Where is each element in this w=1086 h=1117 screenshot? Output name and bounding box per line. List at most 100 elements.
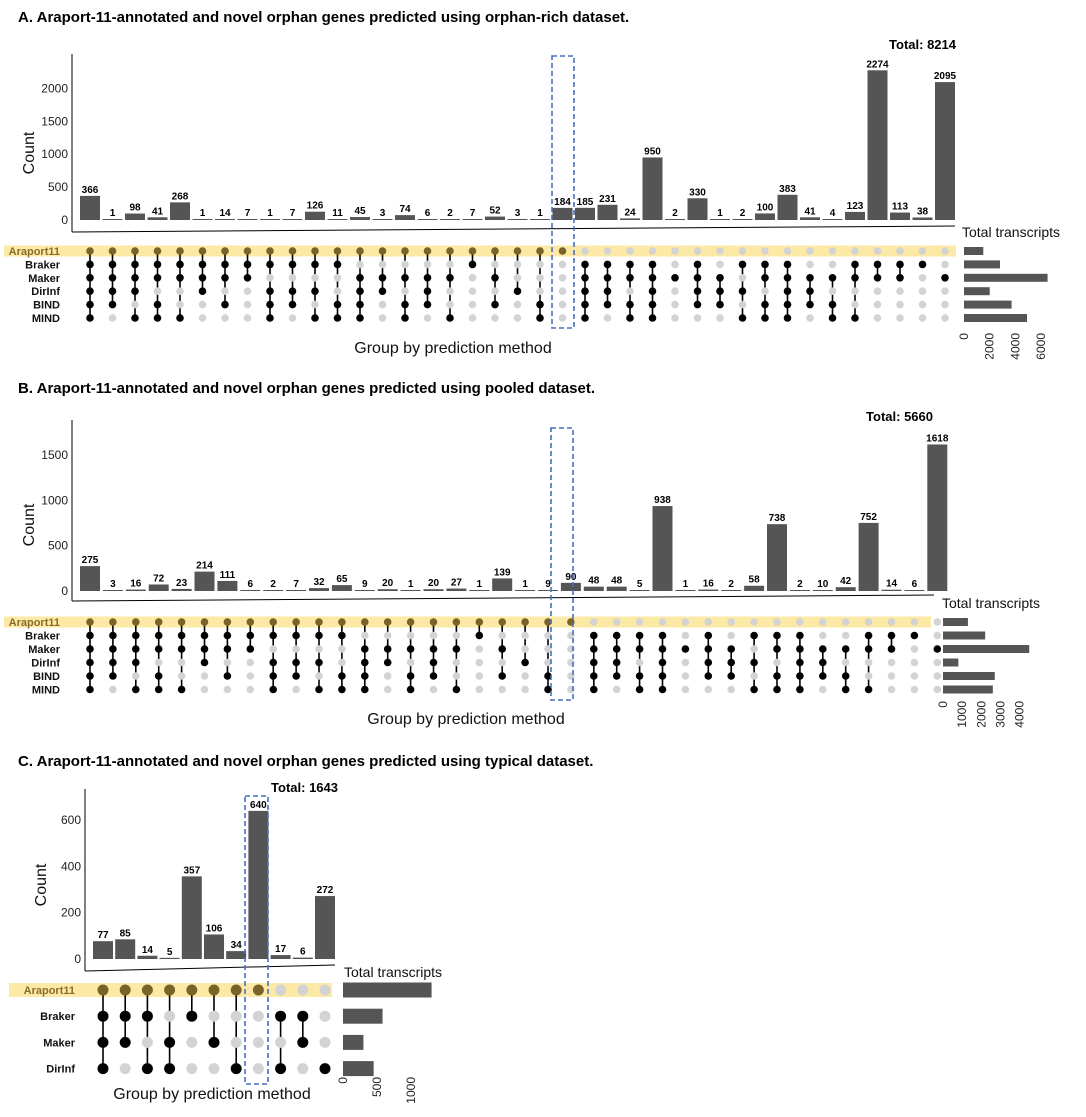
- panel-a-matrix-dot: [828, 314, 837, 322]
- panel-b-matrix-dot: [475, 618, 484, 626]
- panel-b-matrix-dot: [498, 658, 507, 667]
- panel-c-xlabel: Group by prediction method: [113, 1086, 310, 1103]
- panel-b-bar: [606, 586, 627, 591]
- panel-b-bar: [286, 590, 307, 591]
- panel-b-matrix-dot: [773, 618, 781, 626]
- panel-c-matrix-dot: [164, 1036, 176, 1048]
- panel-b-matrix-dot: [223, 672, 232, 680]
- panel-b-matrix-dot: [887, 672, 896, 680]
- panel-a-bar: [350, 217, 370, 220]
- panel-b-matrix-dot: [132, 631, 140, 640]
- panel-a-bar-label: 41: [152, 206, 164, 217]
- panel-b-matrix-dot: [727, 658, 735, 667]
- panel-b-bar: [629, 590, 650, 591]
- panel-b-matrix-dot: [521, 645, 529, 653]
- panel-b-matrix-dot: [612, 685, 621, 694]
- panel-b-matrix-dot: [750, 658, 758, 667]
- panel-b-bar-label: 6: [248, 579, 254, 590]
- panel-c-matrix-dot: [275, 984, 287, 996]
- panel-b-total-transcripts-bar: [943, 672, 995, 680]
- panel-b-bar-label: 3: [110, 579, 116, 590]
- panel-a-bar: [192, 219, 213, 220]
- panel-a-matrix-dot: [221, 247, 229, 255]
- panel-b-matrix-dot: [910, 685, 919, 694]
- panel-b-bar-label: 16: [703, 579, 715, 590]
- panel-b-matrix-dot: [177, 685, 186, 694]
- panel-b-matrix-dot: [727, 672, 735, 680]
- panel-b-matrix-dot: [86, 672, 94, 680]
- panel-a-matrix-dot: [423, 314, 432, 322]
- panel-b-bar: [171, 588, 192, 591]
- panel-b-bar: [675, 590, 696, 591]
- panel-b-matrix-dot: [292, 631, 300, 640]
- panel-a-matrix-dot: [918, 287, 927, 296]
- panel-a-bar-label: 1: [267, 208, 273, 219]
- panel-b-matrix-dot: [841, 672, 850, 680]
- panel-a-matrix-dot: [266, 314, 274, 322]
- panel-b-bar: [125, 589, 146, 591]
- panel-a-bar-label: 4: [830, 208, 836, 219]
- panel-b-matrix-dot: [704, 658, 713, 667]
- panel-a-total-transcripts-bar: [964, 273, 1048, 282]
- panel-a-matrix-dot: [581, 314, 589, 322]
- panel-b-bar-label: 1: [683, 579, 689, 590]
- panel-a-xlabel: Group by prediction method: [354, 340, 551, 357]
- panel-b-matrix-dot: [841, 685, 850, 694]
- panel-b-bar-label: 938: [654, 495, 671, 506]
- panel-b-total-transcripts-bar: [943, 631, 986, 640]
- panel-a-bar-label: 1: [717, 208, 723, 219]
- panel-b-matrix-dot: [521, 685, 529, 694]
- panel-a-bar: [147, 217, 168, 220]
- panel-b-bar-label: 23: [176, 578, 188, 589]
- panel-a-matrix-dot: [131, 274, 139, 282]
- panel-b-matrix-dot: [521, 658, 529, 667]
- panel-a-bar: [282, 219, 303, 220]
- panel-a-matrix-dot: [761, 314, 769, 322]
- panel-a-matrix-dot: [333, 300, 342, 309]
- panel-b-matrix-dot: [521, 672, 529, 680]
- panel-c-bar: [204, 934, 224, 959]
- panel-a-matrix-dot: [581, 247, 589, 255]
- panel-a-total-transcripts-bar: [964, 247, 984, 255]
- panel-b-bar: [354, 590, 375, 591]
- panel-a-bar: [890, 212, 910, 220]
- panel-c-matrix-dot: [97, 1063, 109, 1075]
- panel-a-matrix-dot: [873, 247, 882, 255]
- panel-a-bar-label: 11: [332, 208, 343, 219]
- panel-b-bar: [80, 566, 100, 591]
- panel-b-matrix-dot: [750, 618, 758, 626]
- panel-b-matrix-dot: [246, 645, 255, 653]
- panel-a-matrix-dot: [333, 287, 342, 296]
- panel-a-matrix-dot: [581, 300, 589, 309]
- panel-b-bar-label: 6: [912, 579, 918, 590]
- panel-b-matrix-dot: [933, 645, 942, 653]
- panel-c-total-transcripts-bar: [343, 1061, 374, 1077]
- panel-a-bar: [125, 213, 145, 220]
- panel-a-matrix-dot: [446, 274, 454, 282]
- panel-b-matrix-dot: [819, 685, 827, 694]
- panel-a-bar-label: 2274: [866, 59, 889, 70]
- panel-a-bar-label: 98: [129, 203, 141, 214]
- panel-b-matrix-dot: [773, 658, 781, 667]
- panel-a-matrix-dot: [401, 260, 409, 269]
- panel-a-matrix-dot: [491, 287, 499, 296]
- panel-a-matrix-dot: [221, 260, 229, 269]
- panel-b-bar: [469, 590, 490, 591]
- panel-a-matrix-dot: [693, 314, 702, 322]
- panel-a-matrix-dot: [491, 260, 499, 269]
- panel-b-bar: [309, 588, 329, 591]
- panel-c-matrix-dot: [141, 984, 153, 996]
- panel-a-matrix-dot: [446, 300, 454, 309]
- panel-b-matrix-dot: [475, 631, 484, 640]
- panel-c-matrix-dot: [186, 1010, 198, 1022]
- panel-b-matrix-dot: [773, 631, 781, 640]
- panel-b-matrix-dot: [544, 631, 552, 640]
- panel-b-matrix-dot: [315, 658, 323, 667]
- panel-a-matrix-dot: [716, 287, 724, 296]
- panel-b-matrix-dot: [338, 685, 346, 694]
- panel-a-bar-label: 1: [200, 208, 206, 219]
- panel-b-matrix-dot: [177, 631, 186, 640]
- panel-a-matrix-dot: [131, 300, 139, 309]
- panel-c-set-label: DirInf: [46, 1064, 75, 1076]
